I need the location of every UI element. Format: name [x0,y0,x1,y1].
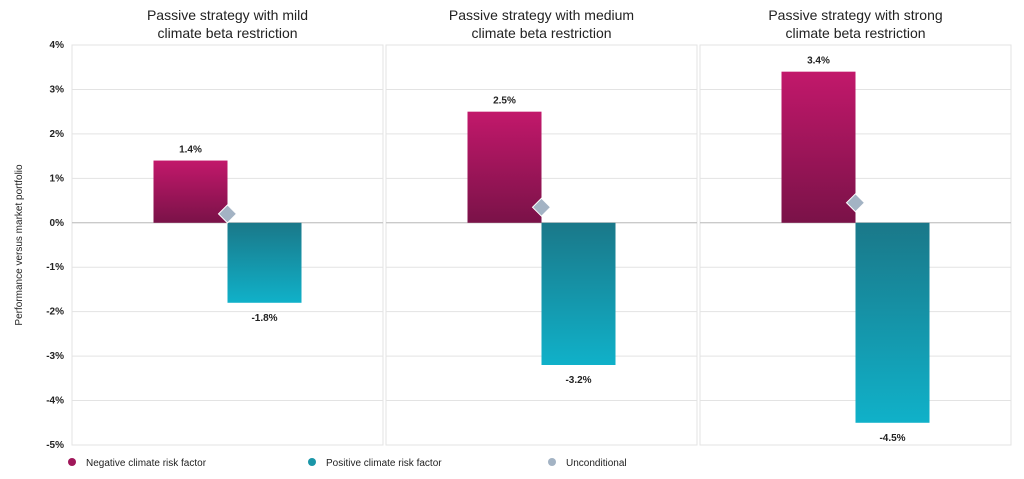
panel-3: Passive strategy with strong climate beta… [768,7,942,444]
panel-title-line: Passive strategy with strong [768,7,942,23]
panel-title-line: climate beta restriction [785,25,925,41]
y-axis-title: Performance versus market portfolio [14,164,25,326]
data-label-positive: -3.2% [565,375,591,386]
panel-frame [71,44,384,446]
data-label-negative: 1.4% [179,145,202,156]
bar-positive-climate-risk [227,222,302,303]
panel-title-line: climate beta restriction [157,25,297,41]
y-tick-label: 4% [50,40,65,51]
legend-swatch [308,458,316,466]
legend-item-unconditional: Unconditional [548,458,627,469]
panel-title-line: climate beta restriction [471,25,611,41]
data-label-negative: 3.4% [807,56,830,67]
bar-negative-climate-risk [467,111,542,223]
legend-item-positive: Positive climate risk factor [308,458,442,469]
panel-title-line: Passive strategy with medium [449,7,634,23]
grid [71,44,1012,446]
y-tick-label: -2% [46,307,64,318]
legend-label: Negative climate risk factor [86,458,207,469]
bar-positive-climate-risk [541,222,616,365]
legend-label: Unconditional [566,458,627,469]
legend-item-negative: Negative climate risk factor [68,458,207,469]
panel-2: Passive strategy with medium climate beta… [449,7,634,386]
legend-swatch [548,458,556,466]
legend: Negative climate risk factor Positive cli… [68,458,627,469]
marker-unconditional [531,197,552,217]
marker-unconditional [217,204,238,224]
y-tick-label: -4% [46,396,64,407]
bar-negative-climate-risk [153,160,228,223]
panel-1: Passive strategy with mild climate beta r… [147,7,308,324]
y-tick-label: -3% [46,351,64,362]
bar-positive-climate-risk [855,222,930,423]
panel-frame [385,44,698,446]
y-axis: 4% 3% 2% 1% 0% -1% -2% -3% -4% -5% Performance ver… [14,40,64,451]
y-tick-label: 2% [50,129,65,140]
panel-title-line: Passive strategy with mild [147,7,308,23]
y-tick-label: 1% [50,173,65,184]
y-tick-label: -5% [46,440,64,451]
y-tick-label: 0% [50,218,65,229]
data-label-positive: -1.8% [251,313,277,324]
y-tick-label: -1% [46,262,64,273]
legend-swatch [68,458,76,466]
panels: Passive strategy with mild climate beta r… [147,7,943,444]
data-label-negative: 2.5% [493,96,516,107]
y-tick-label: 3% [50,84,65,95]
panel-frame [699,44,1012,446]
bar-negative-climate-risk [781,71,856,223]
marker-unconditional [845,193,866,213]
legend-label: Positive climate risk factor [326,458,442,469]
data-label-positive: -4.5% [879,433,905,444]
